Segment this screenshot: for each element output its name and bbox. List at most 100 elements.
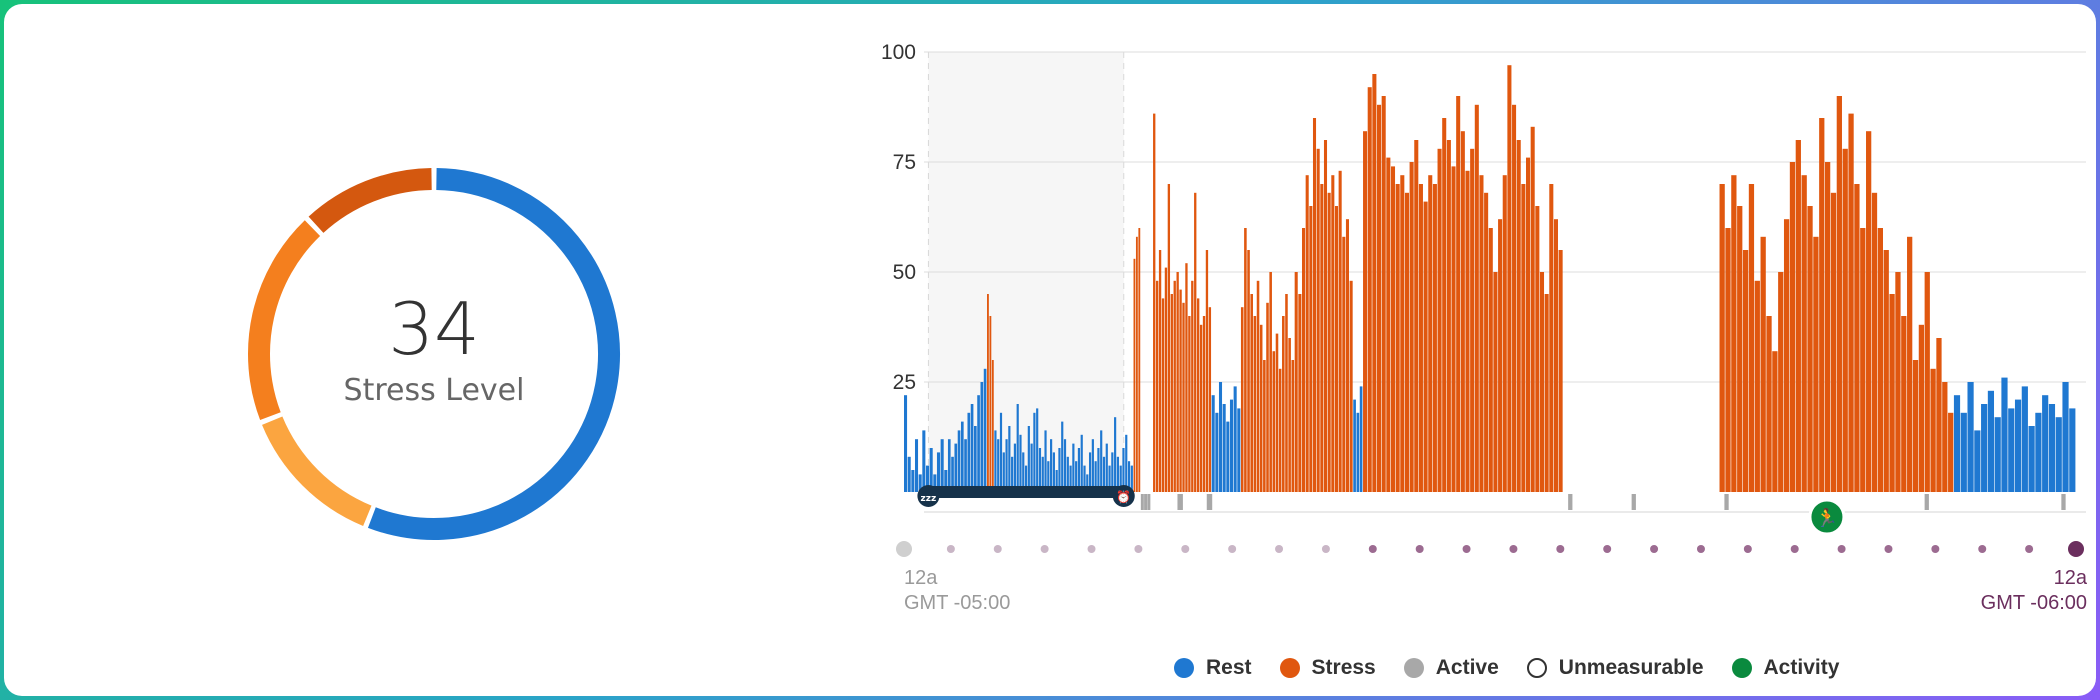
- rest-bar: [2042, 395, 2049, 492]
- rest-bar: [960, 421, 964, 492]
- stress-bar: [1381, 96, 1386, 492]
- active-bar: [1177, 494, 1181, 510]
- stress-bar: [1484, 192, 1489, 493]
- hour-dot: [1181, 545, 1190, 553]
- active-bar: [1179, 494, 1183, 510]
- stress-bar: [1133, 258, 1136, 492]
- stress-bar: [1507, 65, 1512, 492]
- stress-bar: [1866, 131, 1872, 492]
- legend-item-activity[interactable]: Activity: [1731, 656, 1839, 680]
- sleep-start-icon[interactable]: zzz: [921, 494, 937, 504]
- rest-bar: [1050, 439, 1053, 492]
- hour-dot: [1275, 545, 1284, 553]
- rest-bar: [1218, 382, 1223, 492]
- stress-bar: [1760, 236, 1766, 492]
- stress-bar: [1502, 175, 1507, 492]
- stress-bar: [1377, 104, 1382, 493]
- rest-bar: [1072, 443, 1075, 492]
- donut-segment-high: [308, 168, 432, 234]
- rest-bar: [904, 395, 908, 492]
- rest-bar: [1058, 448, 1061, 492]
- rest-bar: [1066, 456, 1069, 492]
- stress-bar: [1766, 316, 1772, 492]
- legend-label-rest: Rest: [1206, 656, 1252, 679]
- rest-bar: [1094, 461, 1097, 492]
- rest-bar: [914, 439, 919, 492]
- stress-bar: [1789, 162, 1796, 492]
- stress-bar: [1451, 166, 1456, 492]
- hour-dot: [1978, 545, 1987, 553]
- stress-bar: [1301, 228, 1306, 492]
- stress-bar: [1247, 250, 1250, 492]
- stress-bar: [1404, 192, 1409, 493]
- stress-bar: [1512, 104, 1517, 493]
- activity-marker[interactable]: [1808, 498, 1846, 536]
- hour-dot: [1650, 545, 1659, 553]
- hour-dot: [1087, 545, 1096, 553]
- rest-bar: [2035, 412, 2042, 492]
- stress-bar: [1783, 219, 1790, 492]
- stress-bar: [1423, 201, 1428, 492]
- stress-bar: [1807, 206, 1813, 492]
- donut-segment-rest: [367, 168, 620, 540]
- stress-bar: [1889, 294, 1895, 492]
- rest-bar: [1226, 421, 1230, 492]
- rest-bar: [1016, 404, 1019, 492]
- hour-dot: [1368, 545, 1377, 553]
- stress-bar: [1801, 175, 1807, 492]
- stress-bar: [1460, 131, 1465, 492]
- stress-bar: [1345, 219, 1350, 492]
- stress-bar: [1539, 272, 1545, 492]
- rest-bar: [1233, 386, 1237, 492]
- stress-bar: [1877, 228, 1883, 492]
- stress-dot-icon: [1279, 658, 1300, 678]
- rest-bar: [2014, 399, 2022, 492]
- stress-bar: [1253, 316, 1257, 492]
- rest-bar: [1041, 456, 1044, 492]
- stress-bar: [1535, 206, 1540, 492]
- stress-bar: [1199, 324, 1203, 492]
- stress-bar: [1167, 184, 1171, 492]
- stress-bar: [1278, 368, 1282, 492]
- legend-item-rest[interactable]: Rest: [1174, 656, 1252, 680]
- stress-bar: [1197, 298, 1200, 492]
- hour-dot: [1790, 545, 1799, 553]
- stress-bar: [1135, 236, 1138, 492]
- hour-dot: [1228, 545, 1237, 553]
- stress-bar: [1182, 302, 1185, 492]
- legend-item-stress[interactable]: Stress: [1279, 656, 1376, 680]
- wake-icon[interactable]: ⏰: [1116, 489, 1131, 504]
- rest-bar: [1981, 404, 1988, 492]
- hour-dot: [1462, 545, 1471, 553]
- rest-bar: [1105, 443, 1108, 492]
- x-end-label: 12a: [2054, 567, 2088, 589]
- stress-bar: [1331, 175, 1335, 492]
- hour-dot: [1837, 545, 1846, 553]
- rest-bar: [1353, 399, 1356, 492]
- rest-dot-icon: [1174, 658, 1194, 678]
- stress-bar: [1719, 184, 1725, 492]
- rest-bar: [2001, 377, 2008, 492]
- active-bar: [1140, 494, 1144, 510]
- rest-bar: [1116, 456, 1119, 492]
- stress-bar: [1170, 294, 1173, 492]
- stress-bar: [1244, 228, 1247, 492]
- stress-bar: [1474, 104, 1479, 493]
- rest-bar: [977, 395, 980, 492]
- legend-item-unmeasurable[interactable]: Unmeasurable: [1526, 656, 1704, 680]
- rest-bar: [929, 448, 933, 492]
- stress-bar: [1250, 294, 1253, 492]
- rest-bar: [1102, 456, 1106, 492]
- stress-bar: [1526, 157, 1531, 492]
- stress-bar: [1334, 206, 1339, 492]
- stress-bar: [1414, 140, 1419, 492]
- rest-bar: [1063, 439, 1067, 492]
- rest-bar: [951, 456, 954, 492]
- x-end-tz: GMT -06:00: [1981, 592, 2087, 614]
- sleep-bar[interactable]: [922, 486, 1130, 498]
- rest-bar: [2021, 386, 2028, 492]
- rest-bar: [1119, 465, 1122, 492]
- stress-bar: [1288, 338, 1291, 492]
- stress-bar: [1428, 175, 1433, 492]
- legend-item-active[interactable]: Active: [1403, 656, 1499, 680]
